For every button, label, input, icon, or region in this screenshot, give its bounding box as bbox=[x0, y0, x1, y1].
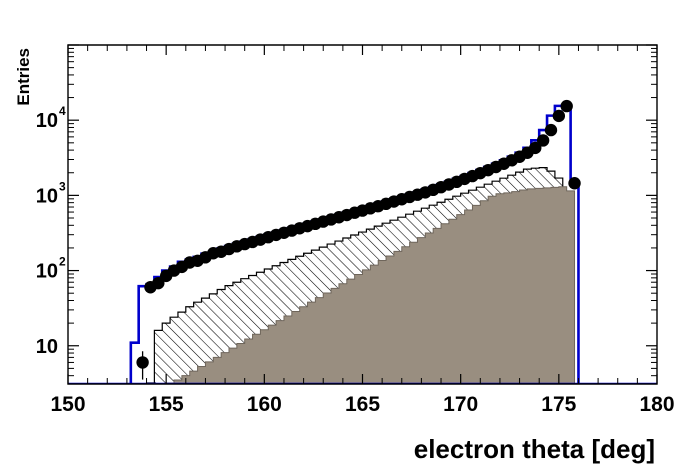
background-solid-histogram bbox=[165, 186, 576, 384]
y-tick-label: 10 bbox=[36, 185, 58, 207]
y-tick-exponent: 4 bbox=[59, 104, 66, 118]
x-axis-title: electron theta [deg] bbox=[414, 434, 655, 464]
x-tick-label: 160 bbox=[247, 393, 282, 416]
y-tick-label: 10 bbox=[36, 336, 58, 358]
y-axis-ticks bbox=[68, 44, 657, 377]
solid-area bbox=[166, 186, 575, 384]
x-tick-label: 165 bbox=[345, 393, 380, 416]
data-point bbox=[536, 134, 550, 147]
x-axis-tick-labels: 150 155 160 165 170 175 180 bbox=[50, 393, 674, 416]
data-point bbox=[552, 109, 566, 123]
y-tick-label: 10 bbox=[36, 261, 58, 283]
x-tick-label: 170 bbox=[443, 393, 478, 416]
y-axis-title: Entries bbox=[14, 48, 33, 106]
x-tick-label: 175 bbox=[541, 393, 576, 416]
y-tick-exponent: 3 bbox=[59, 179, 66, 193]
data-point bbox=[152, 276, 165, 290]
hatched-outline bbox=[145, 167, 572, 384]
y-tick-label: 10 bbox=[36, 110, 58, 132]
x-tick-label: 155 bbox=[149, 393, 184, 416]
x-axis-ticks bbox=[67, 45, 658, 384]
data-point bbox=[568, 177, 581, 190]
data-point bbox=[136, 356, 149, 369]
data-point bbox=[529, 141, 542, 155]
solid-outline bbox=[165, 186, 576, 384]
y-tick-exponent: 2 bbox=[59, 255, 66, 269]
data-points-with-errorbars bbox=[136, 99, 581, 380]
x-tick-label: 150 bbox=[50, 393, 85, 416]
data-point bbox=[544, 123, 558, 137]
data-point bbox=[560, 99, 573, 113]
x-tick-label: 180 bbox=[639, 393, 674, 416]
